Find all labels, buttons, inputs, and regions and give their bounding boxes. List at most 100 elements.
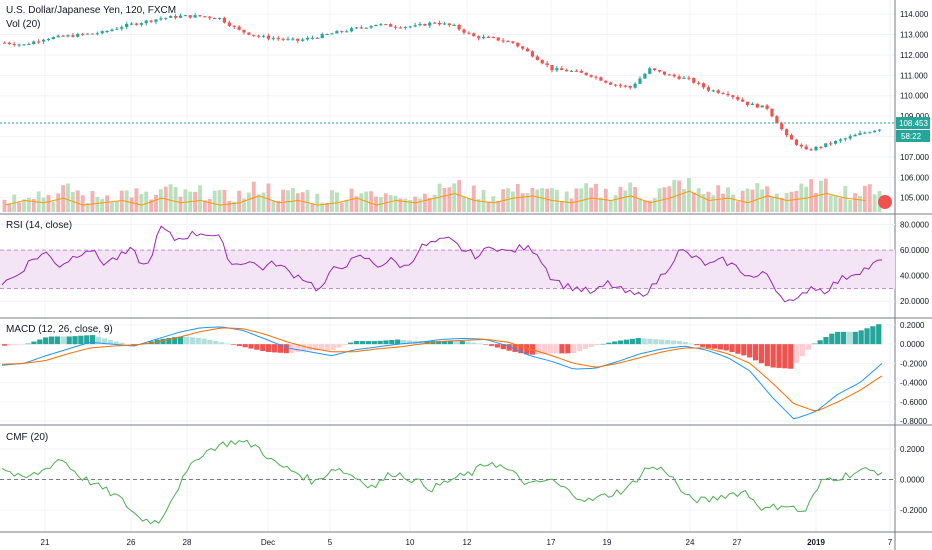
time-tick-label: 10 [406,538,415,547]
macd-histogram-bar [107,340,113,345]
last-price-value: 108.453 [899,119,928,128]
volume-bar [354,196,359,212]
candle-body [662,71,667,75]
macd-histogram-bar [805,344,811,350]
macd-histogram-bar [588,344,594,347]
time-tick-label: 28 [183,538,192,547]
macd-histogram-bar [858,330,864,345]
candle-body [437,23,442,25]
candle-body [785,129,789,136]
volume-bar [183,189,188,212]
volume-bar [765,186,770,212]
macd-histogram-bar [659,339,665,345]
macd-histogram-bar [283,344,289,354]
candle-body [843,138,847,140]
macd-histogram-bar [594,344,600,346]
volume-bar [134,188,139,212]
macd-histogram-bar [125,344,131,345]
volume-bar [139,194,144,212]
macd-histogram-bar [512,344,518,352]
candle-body [247,32,251,35]
volume-bar [46,194,51,212]
macd-histogram-bar [207,339,213,345]
volume-bar [22,199,26,212]
volume-bar [320,202,325,212]
volume-bar [745,188,750,212]
volume-bar [716,185,721,212]
macd-histogram-bar [518,344,524,354]
macd-histogram-bar [78,335,84,345]
candle-body [442,23,447,25]
candle-body [833,140,838,144]
macd-histogram-bar [254,344,260,350]
macd-histogram-bar [500,344,506,350]
time-axis[interactable]: 21 26 28 Dec 5 10 12 17 19 24 27 2019 7 [41,538,893,547]
candle-body [496,37,500,41]
candle-body [46,39,51,41]
volume-bar [618,186,623,212]
candle-body [266,35,271,39]
candle-body [457,24,461,30]
candle-body [682,77,686,79]
candle-body [291,38,295,40]
macd-histogram-bar [770,344,776,368]
macd-histogram-bar [43,337,49,345]
volume-bar [853,193,858,212]
candle-body [7,42,11,45]
volume-bar [70,191,75,212]
macd-histogram-bar [582,344,589,349]
volume-bar [41,197,46,212]
candle-body [545,63,549,66]
macd-histogram-bar [741,344,747,356]
volume-bar [843,185,848,212]
candle-body [100,31,104,34]
volume-bar [696,188,701,212]
candle-body [760,105,764,108]
volume-bar [848,200,853,212]
candle-body [139,23,143,25]
macd-histogram-bar [735,344,741,354]
volume-bar [491,196,496,212]
volume-bar [207,198,212,212]
cmf-line [1,439,883,525]
candle-body [418,24,422,26]
volume-bar [286,190,290,212]
macd-histogram-bar [224,343,231,345]
macd-histogram-bar [870,326,876,345]
macd-histogram-bar [31,341,37,345]
time-tick-label: 12 [463,538,472,547]
countdown-tag-bg [896,130,930,142]
earnings-flag-icon[interactable] [878,195,892,209]
candle-body [697,82,701,84]
volume-bar [642,200,647,212]
macd-histogram-bar [706,344,712,348]
candle-body [433,22,437,24]
time-tick-label: 2019 [807,538,825,547]
candle-body [359,27,363,29]
macd-histogram-bar [260,344,266,351]
volume-bar [760,189,765,212]
candle-body [56,35,60,38]
candle-body [574,70,579,72]
price-pane[interactable] [0,0,895,532]
candle-body [477,36,481,39]
volume-bar [422,193,427,212]
rsi-pane[interactable] [0,224,895,303]
time-tick-label: 24 [686,538,695,547]
candle-body [560,68,564,71]
right-price-axis[interactable]: 114.000 113.000 112.000 111.000 110.000 109.0… [900,10,929,515]
candle-body [325,34,329,36]
volume-bar [212,190,217,212]
volume-bar [520,193,525,212]
macd-histogram-bar [442,341,448,345]
macd-histogram-bar [829,333,835,345]
cmf-pane[interactable] [0,439,895,525]
candle-body [208,16,212,19]
volume-bar [388,195,393,212]
candle-body [335,31,339,34]
macd-histogram-bar [13,344,19,345]
candle-body [66,35,70,37]
pane-tick-label: 20.0000 [900,297,929,306]
macd-pane[interactable] [0,324,895,422]
